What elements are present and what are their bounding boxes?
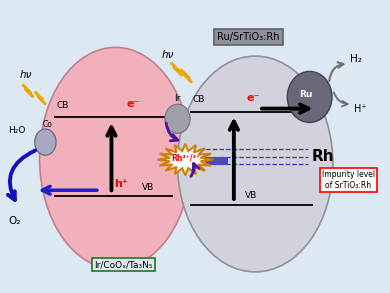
Ellipse shape [165,104,190,133]
Text: Impurity level
of SrTiO₃:Rh: Impurity level of SrTiO₃:Rh [322,170,375,190]
Ellipse shape [35,129,56,155]
Text: H⁺: H⁺ [354,104,367,114]
Text: e⁻: e⁻ [126,98,140,109]
Text: H₂O: H₂O [9,126,26,135]
Text: Ir/CoOₓ/Ta₃N₅: Ir/CoOₓ/Ta₃N₅ [94,260,152,269]
Text: Rh: Rh [312,149,335,164]
Text: O₂: O₂ [9,216,21,226]
Text: CB: CB [57,101,69,110]
Ellipse shape [287,71,332,122]
Text: Ru: Ru [299,89,312,98]
Text: e⁻: e⁻ [246,93,260,103]
Text: Ru/SrTiO₃:Rh: Ru/SrTiO₃:Rh [217,32,280,42]
Text: VB: VB [142,183,154,192]
Text: Ir: Ir [174,94,181,103]
FancyBboxPatch shape [201,157,228,166]
Text: CB: CB [193,95,205,104]
Text: h⁺: h⁺ [114,179,128,189]
Text: hν: hν [161,50,174,60]
Text: hν: hν [20,70,32,80]
Text: VB: VB [245,191,257,200]
Text: H₂: H₂ [350,54,362,64]
Text: Co: Co [43,120,52,129]
Polygon shape [157,144,213,176]
Ellipse shape [177,56,333,272]
Ellipse shape [39,47,191,269]
Text: Rh⁴⁺/³⁺: Rh⁴⁺/³⁺ [172,154,200,163]
